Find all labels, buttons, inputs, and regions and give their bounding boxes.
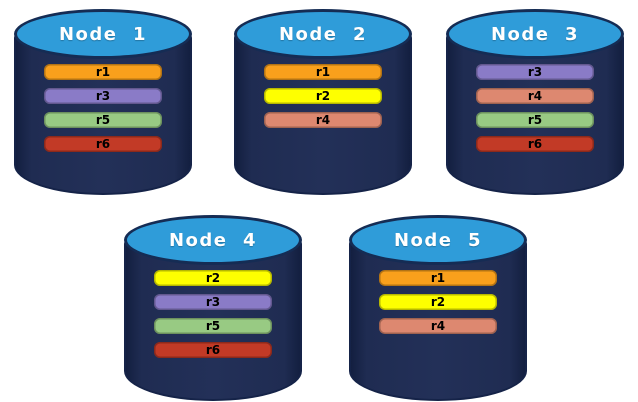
node-title: Node 3 xyxy=(490,23,580,45)
replica-list: r1 r2 r4 xyxy=(264,64,382,128)
replica-r4-bar: r4 xyxy=(476,88,594,104)
replica-list: r1 r2 r4 xyxy=(379,270,497,334)
replica-r6-bar: r6 xyxy=(154,342,272,358)
node-title: Node 1 xyxy=(58,23,148,45)
replica-r3-bar: r3 xyxy=(476,64,594,80)
node-title: Node 2 xyxy=(278,23,368,45)
cylinder-top-ellipse: Node 2 xyxy=(234,9,412,59)
database-node-1: Node 1 r1 r3 r5 r6 xyxy=(13,8,193,196)
replica-r1-bar: r1 xyxy=(264,64,382,80)
node-title: Node 4 xyxy=(168,229,258,251)
replica-r2-bar: r2 xyxy=(379,294,497,310)
replica-r1-bar: r1 xyxy=(379,270,497,286)
replica-r4-bar: r4 xyxy=(379,318,497,334)
database-node-3: Node 3 r3 r4 r5 r6 xyxy=(445,8,625,196)
cylinder-top-ellipse: Node 1 xyxy=(14,9,192,59)
database-node-5: Node 5 r1 r2 r4 xyxy=(348,214,528,402)
replica-r2-bar: r2 xyxy=(264,88,382,104)
node-title: Node 5 xyxy=(393,229,483,251)
cylinder-top-ellipse: Node 5 xyxy=(349,215,527,265)
replica-r3-bar: r3 xyxy=(44,88,162,104)
replica-r5-bar: r5 xyxy=(44,112,162,128)
cylinder-top-ellipse: Node 3 xyxy=(446,9,624,59)
replica-r6-bar: r6 xyxy=(44,136,162,152)
database-node-4: Node 4 r2 r3 r5 r6 xyxy=(123,214,303,402)
replica-list: r3 r4 r5 r6 xyxy=(476,64,594,152)
replica-r1-bar: r1 xyxy=(44,64,162,80)
replica-r4-bar: r4 xyxy=(264,112,382,128)
replica-r5-bar: r5 xyxy=(476,112,594,128)
cylinder-top-ellipse: Node 4 xyxy=(124,215,302,265)
replica-r3-bar: r3 xyxy=(154,294,272,310)
replica-list: r2 r3 r5 r6 xyxy=(154,270,272,358)
replica-r2-bar: r2 xyxy=(154,270,272,286)
replica-r5-bar: r5 xyxy=(154,318,272,334)
replica-r6-bar: r6 xyxy=(476,136,594,152)
database-node-2: Node 2 r1 r2 r4 xyxy=(233,8,413,196)
replica-list: r1 r3 r5 r6 xyxy=(44,64,162,152)
